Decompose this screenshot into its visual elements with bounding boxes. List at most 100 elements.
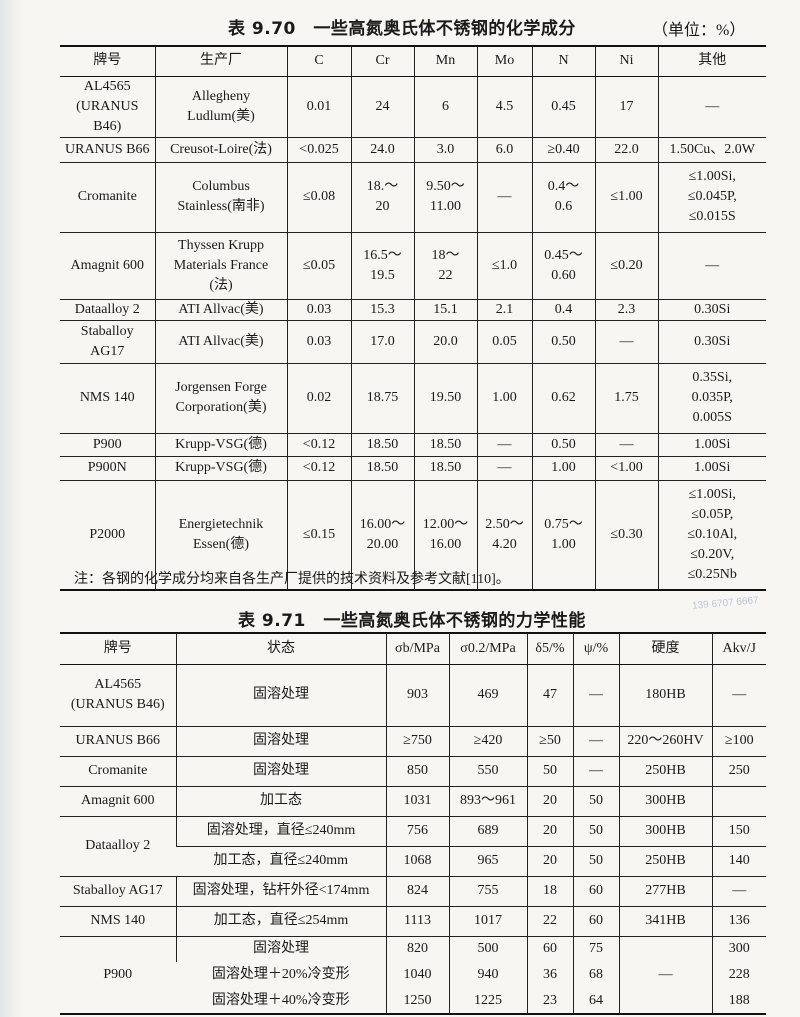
table-cell: 6 — [413, 76, 477, 138]
table-row: P2000 Energietechnik Essen(德) ≤0.15 16.00～ … — [60, 480, 766, 591]
table-row: Amagnit 600 加工态 1031 893～961 20 50 300HB — [60, 786, 766, 817]
table-cell: 0.50 — [531, 433, 595, 457]
table-cell: 0.05 — [476, 320, 532, 364]
table-cell: 469 — [448, 664, 527, 727]
table-cell: 1068 — [385, 846, 449, 877]
grade-cell: Cromanite — [60, 756, 176, 787]
table-cell: ≥0.40 — [531, 137, 595, 163]
table-cell: 0.03 — [286, 320, 351, 364]
table-cell: Dataalloy 2 — [60, 299, 155, 321]
table-cell: ≤0.05 — [286, 232, 351, 300]
table-cell: 903 — [385, 664, 449, 727]
table-cell: Cromanite — [60, 162, 155, 233]
table-cell: <0.025 — [286, 137, 351, 163]
table-cell: ≤0.15 — [286, 480, 351, 591]
table-cell: ≤1.00Si, ≤0.05P, ≤0.10Al, ≤0.20V, ≤0.25N… — [657, 480, 766, 591]
table-cell: 250HB — [618, 846, 712, 877]
header-row: 牌号 状态 σb/MPa σ0.2/MPa δ5/% ψ/% 硬度 Akv/J — [60, 632, 766, 665]
table-row: P900N Krupp-VSG(德) <0.12 18.50 18.50—1.00 <1.… — [60, 456, 766, 481]
column-header: 牌号 — [60, 632, 176, 665]
grade-cell: Staballoy AG17 — [60, 876, 176, 907]
table-cell: — — [572, 664, 619, 727]
table-cell: 180HB — [618, 664, 712, 727]
table-cell: 0.30Si — [657, 299, 766, 321]
table-cell: Krupp-VSG(德) — [154, 456, 287, 481]
table-cell: 300HB — [618, 786, 712, 817]
table-cell: — — [476, 456, 532, 481]
grade-cell: P900 — [60, 936, 176, 1015]
column-header: δ5/% — [526, 632, 573, 665]
table-cell: 250 — [711, 756, 766, 787]
grade-cell: NMS 140 — [60, 906, 176, 937]
table-cell: 0.35Si, 0.035P, 0.005S — [657, 363, 766, 434]
table-cell: 16.5～ 19.5 — [350, 232, 414, 300]
table-cell: 23 — [526, 988, 573, 1015]
table-cell: 300HB — [618, 816, 712, 847]
table-cell: <0.12 — [286, 456, 351, 481]
table-cell: 1113 — [385, 906, 449, 937]
table-cell: 689 — [448, 816, 527, 847]
table-cell: 20 — [526, 846, 573, 877]
watermark: 139 6707 6667 — [691, 595, 760, 612]
table-cell: Allegheny Ludlum(美) — [154, 76, 287, 138]
table-row: NMS 140 加工态，直径≤254mm 1113 1017 22 60 341HB 136 — [60, 906, 766, 937]
table-cell: 60 — [572, 876, 619, 907]
table-cell: 22.0 — [594, 137, 658, 163]
column-header: N — [531, 45, 595, 77]
table-cell: 20 — [526, 816, 573, 847]
table-cell: 0.03 — [286, 299, 351, 321]
table-cell: — — [657, 76, 766, 138]
table-cell: 1017 — [448, 906, 527, 937]
table-cell: — — [476, 433, 532, 457]
table-row: NMS 140 Jorgensen Forge Corporation(美) 0.0… — [60, 363, 766, 434]
table-cell: 0.30Si — [657, 320, 766, 364]
table-cell: 17 — [594, 76, 658, 138]
table-cell: 50 — [572, 816, 619, 847]
table-row: Dataalloy 2 固溶处理，直径≤240mm 756 689 20 50 300HB 1… — [60, 816, 766, 877]
table-cell: 9.50～ 11.00 — [413, 162, 477, 233]
table-cell: 20 — [526, 786, 573, 817]
table-cell: — — [572, 726, 619, 757]
table-cell: ≤1.00Si, ≤0.045P, ≤0.015S — [657, 162, 766, 233]
table-row: AL4565 (URANUS B46) Allegheny Ludlum(美) 0.… — [60, 76, 766, 138]
table-cell: 0.45 — [531, 76, 595, 138]
table-cell: 300 — [711, 936, 766, 962]
table-cell: ATI Allvac(美) — [154, 320, 287, 364]
table-cell: 加工态，直径≤240mm — [176, 846, 386, 877]
table-cell: Krupp-VSG(德) — [154, 433, 287, 457]
table-cell: Creusot-Loire(法) — [154, 137, 287, 163]
table-cell: 2.3 — [594, 299, 658, 321]
grade-cell: AL4565 (URANUS B46) — [60, 664, 176, 727]
table-cell: 64 — [572, 988, 619, 1015]
table-cell: 16.00～ 20.00 — [350, 480, 414, 591]
table-cell: 0.4～ 0.6 — [531, 162, 595, 233]
table-cell: 0.4 — [531, 299, 595, 321]
table-cell: 22 — [526, 906, 573, 937]
table-row: 固溶处理＋20%冷变形 1040 940 36 68 228 — [60, 962, 766, 988]
table-cell: Energietechnik Essen(德) — [154, 480, 287, 591]
table-cell: 固溶处理 — [175, 936, 386, 962]
table-row: Staballoy AG17 ATI Allvac(美) 0.03 17.0 20.0 0… — [60, 320, 766, 364]
table-cell: 固溶处理，直径≤240mm — [175, 816, 386, 847]
table-cell: 固溶处理＋40%冷变形 — [176, 988, 386, 1015]
table-cell: 0.01 — [286, 76, 351, 138]
table-cell: — — [711, 664, 766, 727]
table-cell: 893～961 — [448, 786, 527, 817]
table-cell: 550 — [448, 756, 527, 787]
table-cell: 18.50 — [413, 433, 477, 457]
table-cell: 18 — [526, 876, 573, 907]
table-cell: — — [572, 756, 619, 787]
table-cell: 固溶处理＋20%冷变形 — [211, 967, 350, 982]
table-cell: 68 — [572, 962, 619, 988]
table-cell: 0.62 — [531, 363, 595, 434]
column-header: Mn — [413, 45, 477, 77]
table-row: Cromanite 固溶处理 850 550 50—250HB 250 — [60, 756, 766, 787]
table-cell: ≥50 — [526, 726, 573, 757]
table-cell: 341HB — [618, 906, 712, 937]
grade-cell: Amagnit 600 — [60, 786, 176, 817]
table-cell: 1.75 — [594, 363, 658, 434]
table-cell: 1.00 — [476, 363, 532, 434]
table-cell: 136 — [711, 906, 766, 937]
table-cell: 1040 — [385, 962, 449, 988]
table-cell: 1.00 — [531, 456, 595, 481]
